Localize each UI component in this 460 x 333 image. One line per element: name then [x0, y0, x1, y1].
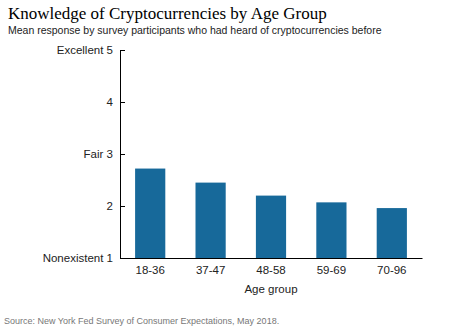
source: Source: New York Fed Survey of Consumer …	[4, 316, 279, 326]
x-tick-label: 18-36	[135, 264, 164, 276]
y-tick-label: Nonexistent 1	[43, 252, 113, 264]
x-axis: 18-36 37-47 48-58 59-69 70-96	[121, 259, 423, 277]
y-tick-mark	[120, 50, 125, 51]
x-tick-label: 48-58	[256, 264, 285, 276]
bar	[196, 183, 226, 258]
x-tick-label: 37-47	[196, 264, 225, 276]
y-tick: Excellent 5	[57, 44, 125, 56]
y-tick: 2	[107, 200, 125, 212]
bar	[377, 208, 407, 258]
y-tick: Fair 3	[84, 148, 125, 160]
y-tick-label: Excellent 5	[57, 44, 113, 56]
x-axis-line	[121, 258, 423, 259]
bar	[135, 169, 165, 258]
y-tick-mark	[120, 154, 125, 155]
x-tick: 59-69	[317, 264, 346, 276]
y-tick-mark	[120, 102, 125, 103]
bar	[256, 196, 286, 258]
x-tick-label: 59-69	[317, 264, 346, 276]
y-tick: Nonexistent 1	[43, 252, 125, 264]
y-tick: 4	[107, 96, 125, 108]
x-axis-title: Age group	[244, 283, 297, 295]
bar	[316, 202, 346, 258]
y-tick-label: 4	[107, 96, 114, 108]
y-axis-line	[121, 51, 126, 259]
x-tick: 18-36	[135, 264, 164, 276]
chart: Knowledge of Cryptocurrencies by Age Gro…	[0, 0, 460, 333]
title: Knowledge of Cryptocurrencies by Age Gro…	[8, 4, 327, 23]
y-tick-label: Fair 3	[84, 148, 113, 160]
x-tick: 37-47	[196, 264, 225, 276]
x-tick: 48-58	[256, 264, 285, 276]
bars	[135, 169, 407, 258]
y-axis: Nonexistent 1 2 Fair 3 4 Excellent 5	[43, 44, 125, 264]
subtitle: Mean response by survey participants who…	[8, 24, 382, 36]
x-tick-label: 70-96	[377, 264, 406, 276]
y-tick-label: 2	[107, 200, 113, 212]
x-tick: 70-96	[377, 264, 406, 276]
y-tick-mark	[120, 206, 125, 207]
